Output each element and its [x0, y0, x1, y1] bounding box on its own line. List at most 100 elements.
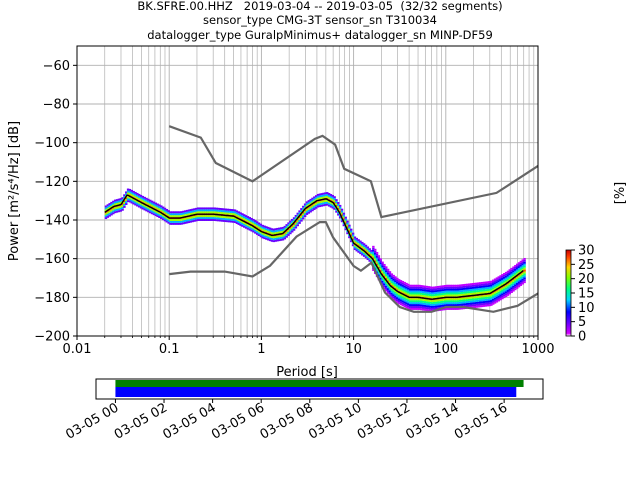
psd-bin — [432, 303, 436, 306]
psd-bin — [311, 197, 314, 200]
psd-bin — [230, 218, 233, 221]
psd-bin — [314, 202, 318, 205]
psd-bin — [338, 204, 342, 207]
psd-bin — [493, 286, 497, 289]
psd-bin — [171, 222, 174, 225]
psd-bin — [477, 292, 480, 294]
psd-bin — [244, 219, 248, 221]
psd-bin — [385, 276, 388, 278]
psd-bin — [123, 203, 126, 206]
psd-bin — [486, 290, 489, 293]
psd-bin — [230, 210, 233, 213]
psd-bin — [191, 218, 194, 221]
psd-bin — [418, 288, 421, 291]
psd-bin — [429, 290, 432, 293]
psd-bin — [409, 292, 412, 295]
psd-bin — [373, 266, 377, 269]
psd-bin — [385, 277, 388, 280]
psd-bin — [477, 282, 480, 285]
psd-bin — [447, 298, 451, 301]
psd-bin — [213, 209, 216, 212]
psd-bin — [503, 296, 506, 299]
psd-bin — [390, 281, 394, 284]
psd-bin — [453, 298, 456, 301]
psd-bin — [265, 226, 268, 229]
psd-bin — [351, 232, 355, 235]
psd-bin — [174, 215, 178, 218]
psd-bin — [506, 293, 510, 296]
psd-bin — [495, 281, 499, 284]
psd-bin — [482, 287, 486, 290]
psd-bin — [265, 228, 268, 231]
psd-bin — [394, 280, 397, 283]
psd-bin — [412, 300, 416, 303]
psd-bin — [191, 212, 194, 215]
psd-bin — [355, 247, 358, 250]
psd-bin — [451, 292, 454, 295]
psd-bin — [523, 261, 526, 264]
psd-bin — [477, 290, 480, 293]
psd-bin — [191, 220, 194, 223]
psd-bin — [414, 304, 417, 307]
psd-bin — [134, 201, 137, 204]
psd-bin — [373, 260, 377, 263]
psd-bin — [272, 236, 276, 239]
psd-bin — [357, 243, 360, 246]
psd-bin — [268, 227, 272, 230]
psd-bin — [276, 227, 279, 230]
psd-bin — [290, 230, 294, 233]
psd-bin — [200, 215, 204, 218]
psd-bin — [429, 288, 432, 291]
psd-bin — [442, 302, 445, 305]
psd-bin — [217, 219, 220, 222]
psd-bin — [324, 194, 327, 197]
psd-bin — [379, 258, 382, 261]
psd-bin — [510, 273, 513, 276]
psd-bin — [202, 219, 205, 221]
psd-bin — [447, 307, 451, 310]
psd-bin — [397, 279, 401, 282]
psd-bin — [495, 285, 499, 288]
psd-bin — [202, 217, 205, 220]
psd-bin — [337, 202, 340, 204]
psd-bin — [185, 219, 189, 222]
psd-bin — [385, 281, 388, 284]
psd-bin — [213, 207, 216, 210]
psd-bin — [302, 205, 305, 208]
psd-bin — [410, 288, 414, 291]
x-axis-ticks: 0.01 0.1 1 10 100 1000 — [63, 336, 555, 357]
psd-bin — [484, 281, 488, 284]
psd-bin — [226, 210, 229, 213]
psd-bin — [394, 291, 397, 294]
psd-bin — [128, 192, 132, 195]
psd-bin — [184, 210, 187, 213]
psd-bin — [246, 225, 250, 228]
psd-bin — [479, 295, 482, 298]
psd-bin — [375, 271, 379, 274]
psd-bin — [466, 304, 469, 307]
psd-bin — [486, 289, 489, 291]
colorbar-tick-label: 10 — [578, 301, 595, 316]
psd-bin — [477, 299, 480, 302]
psd-bin — [491, 298, 495, 301]
psd-bin — [189, 218, 193, 221]
plot-frame — [76, 45, 539, 337]
psd-bin — [497, 295, 500, 298]
psd-bin — [261, 236, 264, 239]
psd-bin — [230, 220, 233, 223]
psd-bin — [243, 225, 246, 228]
psd-bin — [337, 205, 340, 208]
psd-bin — [296, 224, 299, 227]
psd-bin — [362, 254, 366, 257]
psd-bin — [480, 305, 484, 308]
time-tick-label: 03-05 14 — [403, 400, 461, 442]
psd-bin — [187, 211, 191, 214]
psd-bin — [521, 265, 524, 268]
psd-bin — [104, 209, 108, 212]
time-tick-label: 03-05 10 — [306, 400, 364, 442]
psd-bin — [453, 284, 456, 287]
psd-bin — [316, 197, 320, 200]
psd-bin — [438, 295, 441, 298]
psd-bin — [471, 292, 475, 295]
psd-bin — [431, 300, 434, 303]
